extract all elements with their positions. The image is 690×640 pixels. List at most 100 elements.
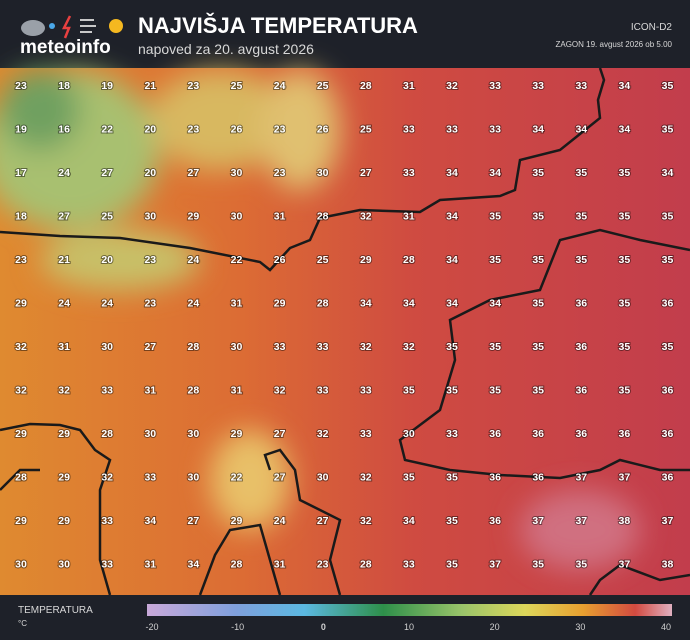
temperature-value: 36 [532, 428, 544, 440]
temperature-value: 34 [619, 80, 631, 92]
temperature-value: 38 [662, 558, 674, 570]
legend-tick-label: 20 [490, 622, 500, 632]
temperature-value: 28 [15, 471, 27, 483]
temperature-value: 34 [446, 254, 458, 266]
run-time: ZAGON 19. avgust 2026 ob 5.00 [555, 40, 672, 49]
temperature-value: 33 [446, 428, 458, 440]
temperature-value: 30 [188, 428, 200, 440]
temperature-value: 26 [274, 254, 286, 266]
temperature-value: 37 [575, 515, 587, 527]
temperature-value: 35 [575, 254, 587, 266]
title: NAJVIŠJA TEMPERATURA [138, 13, 418, 38]
temperature-value: 35 [619, 297, 631, 309]
temperature-value: 27 [101, 167, 113, 179]
temperature-value: 29 [188, 210, 200, 222]
temperature-value: 27 [188, 167, 200, 179]
temperature-value: 16 [58, 123, 70, 135]
temperature-value: 35 [662, 341, 674, 353]
temperature-value: 36 [489, 471, 501, 483]
temperature-value: 31 [231, 384, 243, 396]
temperature-value: 23 [317, 558, 329, 570]
temperature-value: 31 [274, 210, 286, 222]
temperature-value: 34 [360, 297, 372, 309]
temperature-value: 30 [101, 341, 113, 353]
temperature-value: 35 [532, 210, 544, 222]
temperature-value: 35 [489, 254, 501, 266]
temperature-value: 33 [274, 341, 286, 353]
temperature-value: 37 [619, 471, 631, 483]
temperature-value: 28 [360, 558, 372, 570]
temperature-value: 35 [532, 167, 544, 179]
temperature-value: 31 [58, 341, 70, 353]
temperature-value: 24 [188, 254, 200, 266]
temperature-value: 19 [15, 123, 27, 135]
temperature-value: 36 [619, 428, 631, 440]
temperature-value: 34 [489, 297, 501, 309]
temperature-value: 32 [403, 341, 415, 353]
terrain-shading [0, 70, 640, 570]
temperature-value: 32 [15, 384, 27, 396]
temperature-value: 23 [144, 254, 156, 266]
temperature-value: 27 [188, 515, 200, 527]
temperature-value: 29 [58, 428, 70, 440]
legend-tick-label: 40 [661, 622, 671, 632]
temperature-value: 35 [662, 210, 674, 222]
temperature-value: 35 [446, 384, 458, 396]
temperature-value: 22 [231, 471, 243, 483]
temperature-value: 34 [532, 123, 544, 135]
temperature-value: 25 [231, 80, 243, 92]
temperature-value: 28 [317, 210, 329, 222]
temperature-grid: 23 18 19 21 23 25 24 25 28 31 32 33 33 33 34 35 19 16 22 20… [14, 79, 674, 572]
temperature-value: 36 [489, 428, 501, 440]
temperature-value: 34 [144, 515, 156, 527]
temperature-value: 30 [231, 167, 243, 179]
temperature-value: 23 [144, 297, 156, 309]
temperature-value: 23 [188, 123, 200, 135]
temperature-value: 23 [15, 254, 27, 266]
temperature-value: 32 [360, 471, 372, 483]
temperature-value: 36 [575, 428, 587, 440]
temperature-value: 32 [58, 384, 70, 396]
temperature-value: 24 [188, 297, 200, 309]
temperature-value: 28 [188, 384, 200, 396]
temperature-value: 35 [532, 341, 544, 353]
temperature-value: 36 [575, 384, 587, 396]
temperature-value: 24 [274, 515, 286, 527]
temperature-value: 19 [101, 80, 113, 92]
temperature-value: 21 [58, 254, 70, 266]
temperature-value: 33 [101, 558, 113, 570]
temperature-value: 32 [360, 210, 372, 222]
temperature-value: 35 [403, 384, 415, 396]
temperature-value: 33 [575, 80, 587, 92]
temperature-value: 25 [317, 80, 329, 92]
temperature-value: 35 [619, 254, 631, 266]
temperature-value: 33 [489, 123, 501, 135]
temperature-value: 34 [446, 297, 458, 309]
temperature-value: 29 [15, 297, 27, 309]
temperature-value: 36 [489, 515, 501, 527]
temperature-value: 27 [58, 210, 70, 222]
temperature-value: 33 [532, 80, 544, 92]
temperature-value: 38 [619, 515, 631, 527]
temperature-value: 35 [489, 210, 501, 222]
temperature-value: 30 [317, 471, 329, 483]
temperature-value: 33 [403, 167, 415, 179]
temperature-value: 32 [360, 515, 372, 527]
temperature-value: 29 [58, 515, 70, 527]
temperature-value: 35 [662, 123, 674, 135]
temperature-value: 36 [662, 428, 674, 440]
temperature-value: 23 [274, 123, 286, 135]
legend-ticks: -20 -10 0 10 20 30 40 [145, 622, 671, 632]
logo [21, 15, 123, 39]
temperature-value: 30 [317, 167, 329, 179]
temperature-value: 33 [144, 471, 156, 483]
temperature-value: 35 [532, 297, 544, 309]
temperature-value: 33 [317, 341, 329, 353]
temperature-value: 33 [360, 428, 372, 440]
temperature-value: 35 [403, 471, 415, 483]
temperature-value: 35 [489, 341, 501, 353]
legend-tick-label: 30 [575, 622, 585, 632]
logo-text: meteoinfo [20, 37, 111, 58]
temperature-value: 34 [619, 123, 631, 135]
